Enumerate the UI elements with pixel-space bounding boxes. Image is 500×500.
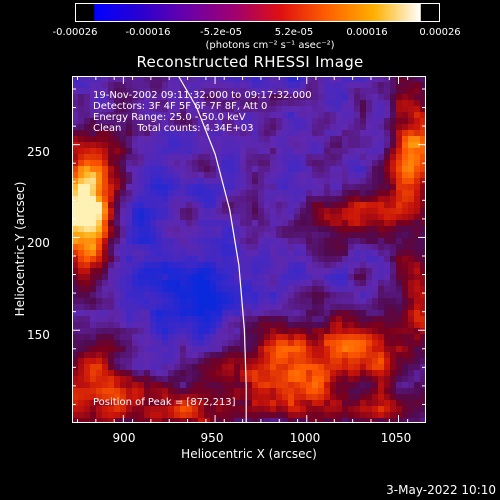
date-stamp: 3-May-2022 10:10	[386, 483, 496, 497]
colorbar-unit-label: (photons cm⁻² s⁻¹ asec⁻²)	[205, 40, 335, 51]
info-energy-range: Energy Range: 25.0 - 50.0 keV	[93, 112, 246, 123]
colorbar-tick: 0.00016	[346, 27, 388, 38]
x-tick-label: 1000	[289, 431, 321, 445]
x-tick-label: 950	[200, 431, 224, 445]
plot-frame	[72, 76, 426, 423]
info-detectors: Detectors: 3F 4F 5F 6F 7F 8F, Att 0	[93, 101, 268, 112]
info-clean-counts: Clean Total counts: 4.34E+03	[93, 123, 254, 134]
heatmap-cells	[72, 76, 426, 423]
colorbar-tick: -0.00016	[125, 27, 171, 38]
solar-limb-line	[177, 76, 247, 423]
y-tick-label: 150	[27, 328, 50, 342]
heatmap-plot	[72, 76, 426, 423]
colorbar	[75, 3, 440, 22]
y-tick-label: 250	[27, 145, 50, 159]
x-tick-label: 900	[112, 431, 136, 445]
x-axis-label: Heliocentric X (arcsec)	[181, 447, 317, 461]
peak-position-label: Position of Peak = [872,213]	[93, 397, 236, 408]
info-time-range: 19-Nov-2002 09:11:32.000 to 09:17:32.000	[93, 90, 312, 101]
colorbar-tick: 5.2e-05	[274, 27, 314, 38]
x-tick-label: 1050	[380, 431, 412, 445]
y-axis-label: Heliocentric Y (arcsec)	[13, 181, 27, 317]
colorbar-gradient	[94, 4, 421, 21]
colorbar-tick: -5.2e-05	[200, 27, 242, 38]
plot-title: Reconstructed RHESSI Image	[136, 53, 364, 71]
colorbar-tick: 0.00026	[419, 27, 461, 38]
y-tick-label: 200	[27, 236, 50, 250]
colorbar-tick: -0.00026	[52, 27, 98, 38]
